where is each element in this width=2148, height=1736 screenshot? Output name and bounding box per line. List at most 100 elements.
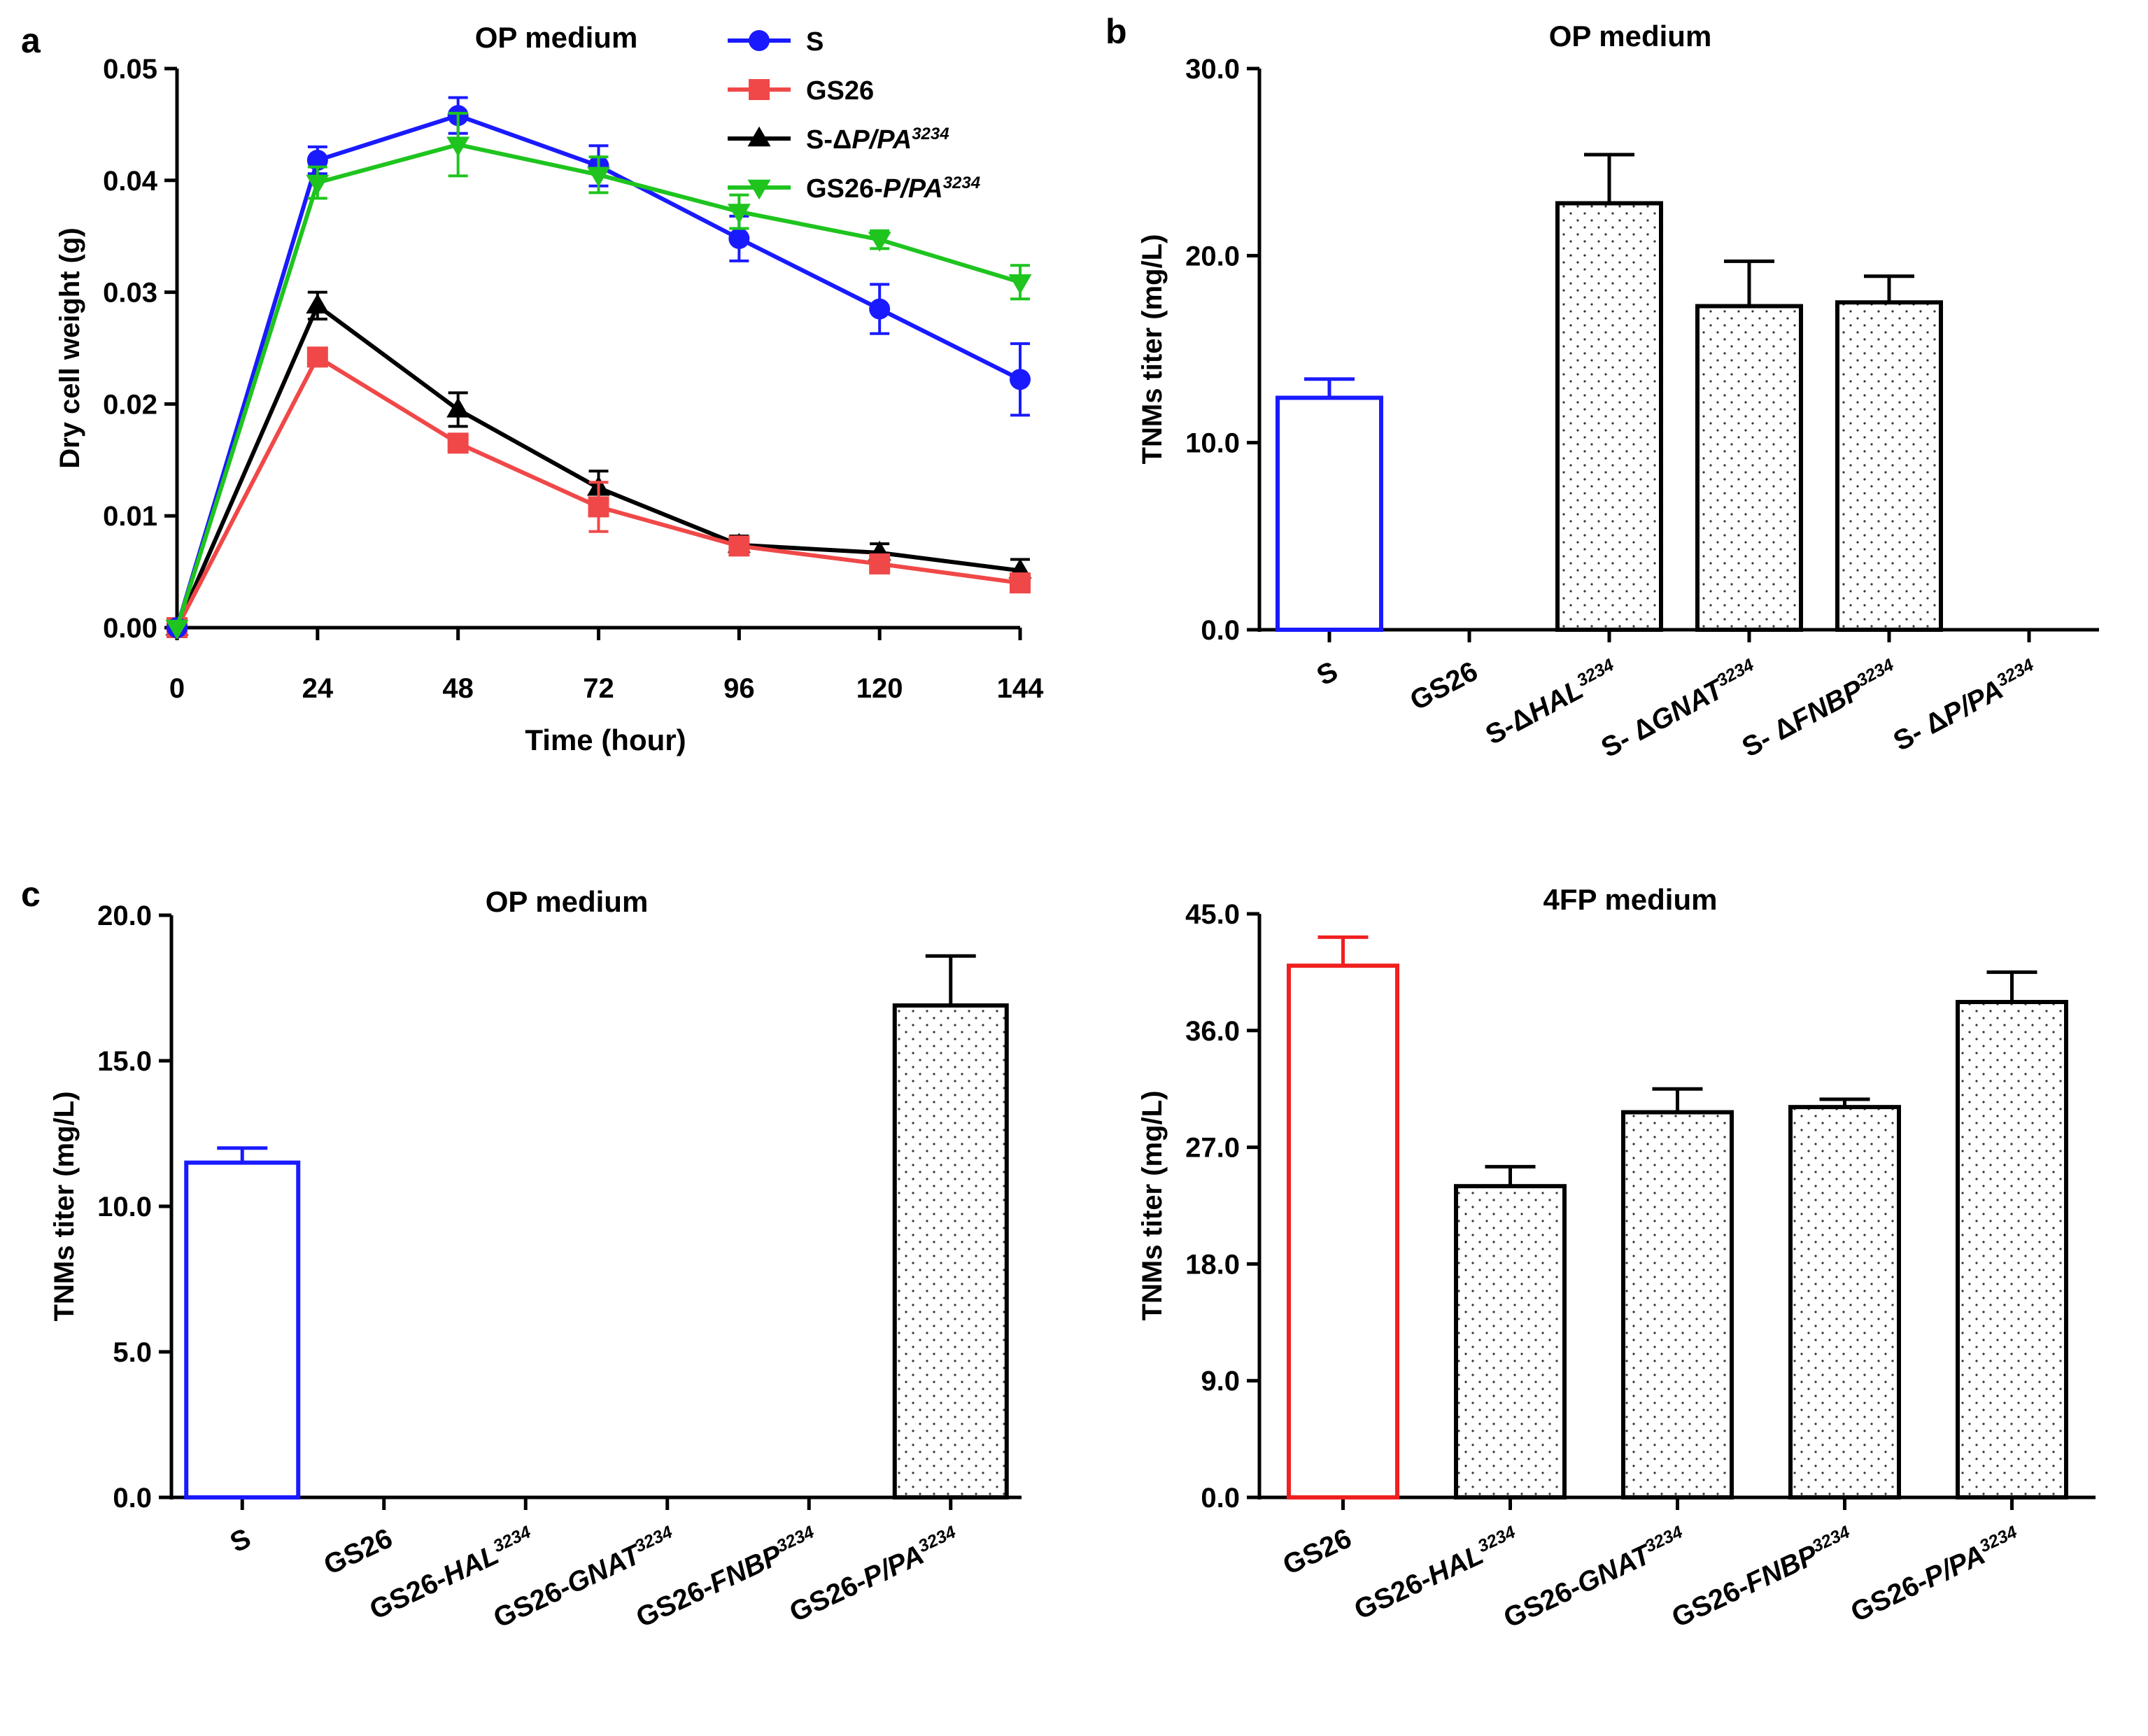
bar <box>1956 1000 2068 1499</box>
series-4 <box>165 111 1032 640</box>
y-tick-label: 10.0 <box>97 1192 152 1222</box>
y-tick-label: 0.03 <box>103 278 157 309</box>
data-point <box>727 204 751 224</box>
legend: S GS26 S-ΔP/PA3234 GS26-P/PA3234 <box>728 27 980 204</box>
panel-letter-b: b <box>1105 12 1127 51</box>
series-line <box>175 302 1021 629</box>
x-tick-label: GS26-FNBP3234 <box>1667 1522 1858 1633</box>
legend-label: GS26-P/PA3234 <box>806 174 980 204</box>
data-point <box>165 619 189 640</box>
legend-swatch-marker <box>749 79 770 100</box>
data-point <box>306 293 330 314</box>
legend-label: GS26 <box>806 76 874 106</box>
x-tick-label: S <box>225 1523 255 1558</box>
x-tick-label: GS26-P/PA3234 <box>1846 1522 2025 1628</box>
chart-title: OP medium <box>486 885 649 918</box>
series-2 <box>167 346 1031 638</box>
y-axis-title: Dry cell weight (g) <box>55 227 85 469</box>
data-point <box>587 167 610 188</box>
data-point <box>446 397 470 418</box>
data-point <box>306 174 330 195</box>
x-tick-label: GS26 <box>1278 1523 1356 1581</box>
chart-b-tnms-op-deletion: 0.0 10.0 20.0 30.0 TNMs titer (mg/L) OP mediu… <box>1137 20 2099 763</box>
chart-c-tnms-4fp: 0.0 9.0 18.0 27.0 36.0 45.0 TNMs titer (mg/L) 4… <box>1137 883 2096 1634</box>
chart-title: OP medium <box>475 21 638 54</box>
x-tick-label: GS26 <box>1405 656 1483 717</box>
x-tick-label: S- ΔGNAT3234 <box>1596 655 1762 763</box>
y-tick-label: 15.0 <box>97 1046 152 1077</box>
y-tick-label: 0.01 <box>103 501 157 532</box>
x-tick-label: GS26 <box>319 1523 397 1581</box>
x-tick-label: 120 <box>856 673 903 704</box>
data-point <box>588 496 609 518</box>
data-point <box>306 150 328 171</box>
y-tick-label: 0.04 <box>103 166 158 197</box>
bar <box>1287 964 1399 1499</box>
bar <box>1835 300 1943 632</box>
bar <box>1454 1184 1567 1499</box>
y-tick-label: 9.0 <box>1201 1366 1240 1397</box>
bar <box>1276 395 1383 632</box>
y-tick-label: 45.0 <box>1185 899 1240 930</box>
y-tick-label: 5.0 <box>113 1337 152 1368</box>
x-tick-label: 0 <box>169 673 185 704</box>
data-point <box>728 535 750 557</box>
legend-label: S-ΔP/PA3234 <box>806 125 949 155</box>
data-point <box>1008 274 1032 295</box>
y-tick-label: 0.0 <box>1201 1483 1240 1513</box>
data-point <box>1010 369 1031 390</box>
y-tick-label: 20.0 <box>97 901 152 931</box>
legend-swatch-marker <box>747 126 771 147</box>
x-tick-label: 48 <box>442 673 474 704</box>
x-tick-label: S- ΔFNBP3234 <box>1737 655 1902 763</box>
chart-title: 4FP medium <box>1543 883 1718 916</box>
series-3 <box>165 290 1032 636</box>
x-tick-label: 72 <box>583 673 614 704</box>
x-tick-label: 24 <box>302 673 334 704</box>
data-point <box>868 232 891 252</box>
bar <box>1621 1110 1734 1500</box>
y-tick-label: 10.0 <box>1185 428 1240 459</box>
y-tick-label: 20.0 <box>1185 241 1240 271</box>
bar <box>184 1160 301 1499</box>
data-point <box>447 432 469 454</box>
data-point <box>1010 572 1031 594</box>
legend-swatch-marker <box>749 30 770 51</box>
x-tick-label: 96 <box>723 673 755 704</box>
chart-c-tnms-op-complement: 0.0 5.0 10.0 15.0 20.0 TNMs titer (mg/L) OP me… <box>49 885 1022 1634</box>
data-point <box>446 136 470 157</box>
y-tick-label: 27.0 <box>1185 1133 1240 1164</box>
bar <box>1555 201 1663 633</box>
bar <box>1695 304 1803 632</box>
chart-a-dry-cell-weight: 0.00 0.01 0.02 0.03 0.04 0.05 Dry cell weight … <box>55 21 1044 756</box>
x-tick-label: S- ΔP/PA3234 <box>1888 655 2043 757</box>
y-tick-label: 30.0 <box>1185 54 1240 85</box>
data-point <box>869 553 891 574</box>
bar <box>892 1003 1009 1499</box>
panel-letter-c: c <box>21 875 41 914</box>
data-point <box>869 298 891 320</box>
x-tick-label: S <box>1312 656 1343 691</box>
y-axis-title: TNMs titer (mg/L) <box>1137 1091 1168 1321</box>
data-point <box>728 227 750 249</box>
y-tick-label: 18.0 <box>1185 1249 1240 1280</box>
panel-letter-a: a <box>21 21 41 60</box>
legend-label: S <box>806 27 824 57</box>
bar <box>1788 1105 1901 1499</box>
y-tick-label: 0.05 <box>103 54 157 85</box>
y-tick-label: 36.0 <box>1185 1016 1240 1047</box>
legend-swatch-marker <box>747 179 771 200</box>
x-axis-title: Time (hour) <box>525 724 686 756</box>
x-tick-label: GS26-GNAT3234 <box>1499 1522 1690 1634</box>
y-tick-label: 0.02 <box>103 389 157 420</box>
y-axis-title: TNMs titer (mg/L) <box>49 1092 80 1322</box>
y-axis-title: TNMs titer (mg/L) <box>1137 234 1168 465</box>
y-tick-label: 0.0 <box>1201 615 1240 646</box>
y-tick-label: 0.0 <box>113 1483 152 1513</box>
y-tick-label: 0.00 <box>103 613 157 644</box>
x-tick-label: GS26-HAL3234 <box>1350 1522 1524 1625</box>
data-point <box>306 346 328 368</box>
x-tick-label: 144 <box>997 673 1044 704</box>
chart-title: OP medium <box>1549 20 1712 52</box>
